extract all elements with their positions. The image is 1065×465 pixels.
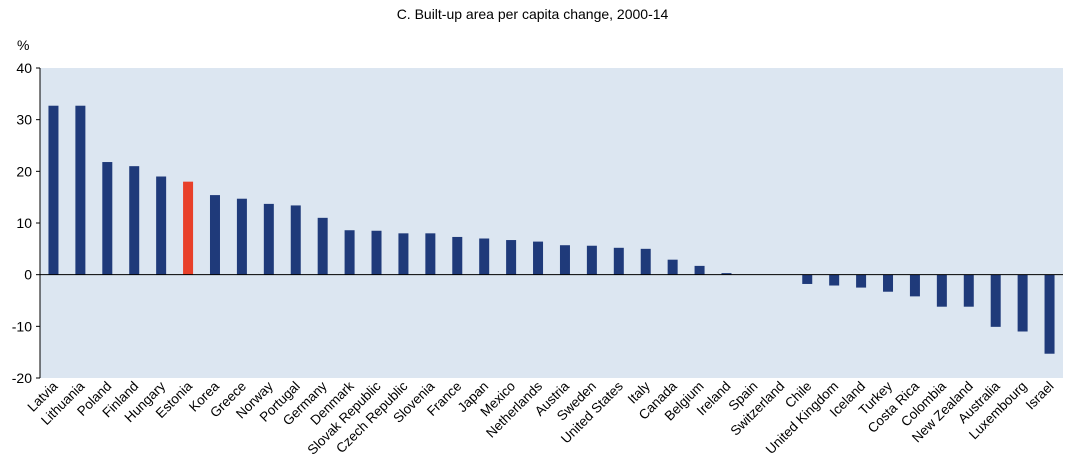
bar-costa-rica [909, 274, 920, 297]
y-tick-label: -20 [12, 370, 32, 386]
y-tick-label: -10 [12, 318, 32, 334]
bar-hungary [156, 176, 167, 275]
bar-iceland [856, 274, 867, 288]
bar-netherlands [533, 241, 544, 275]
bar-australia [990, 274, 1001, 327]
y-tick-label: 20 [16, 163, 32, 179]
bar-finland [129, 166, 140, 275]
bar-latvia [48, 105, 59, 275]
y-tick-label: 30 [16, 112, 32, 128]
bar-portugal [290, 205, 301, 275]
bar-united-kingdom [829, 274, 840, 286]
bar-germany [317, 217, 328, 275]
bar-japan [479, 238, 490, 275]
bar-series [48, 105, 1055, 354]
bar-colombia [936, 274, 947, 307]
bar-chile [802, 274, 813, 284]
chart-title: C. Built-up area per capita change, 2000… [396, 6, 669, 22]
y-tick-label: 0 [24, 267, 32, 283]
bar-mexico [506, 240, 517, 275]
bar-czech-republic [398, 233, 409, 275]
bar-korea [209, 195, 220, 275]
y-tick-label: 10 [16, 215, 32, 231]
x-axis-labels: LatviaLithuaniaPolandFinlandHungaryEston… [24, 378, 1056, 457]
bar-turkey [883, 274, 894, 292]
bar-canada [667, 259, 678, 275]
y-tick-label: 40 [16, 60, 32, 76]
bar-italy [640, 248, 651, 275]
x-tick-label: Israel [1023, 379, 1057, 413]
bar-poland [102, 162, 113, 275]
bar-greece [236, 198, 247, 275]
bar-slovak-republic [371, 230, 382, 275]
bar-france [452, 236, 463, 275]
bar-israel [1044, 274, 1055, 354]
bar-sweden [586, 245, 597, 275]
bar-estonia [183, 181, 194, 275]
bar-lithuania [75, 105, 86, 275]
bar-austria [559, 245, 570, 275]
bar-luxembourg [1017, 274, 1028, 332]
bar-belgium [694, 265, 705, 275]
plot-background [40, 68, 1063, 378]
bar-ireland [721, 273, 732, 275]
y-axis-unit-label: % [17, 37, 29, 53]
bar-denmark [344, 230, 355, 275]
bar-new-zealand [963, 274, 974, 307]
bar-united-states [613, 247, 624, 275]
y-axis: 40 30 20 10 0 -10 -20 [12, 60, 41, 386]
bar-slovenia [425, 233, 436, 275]
bar-norway [263, 203, 274, 275]
